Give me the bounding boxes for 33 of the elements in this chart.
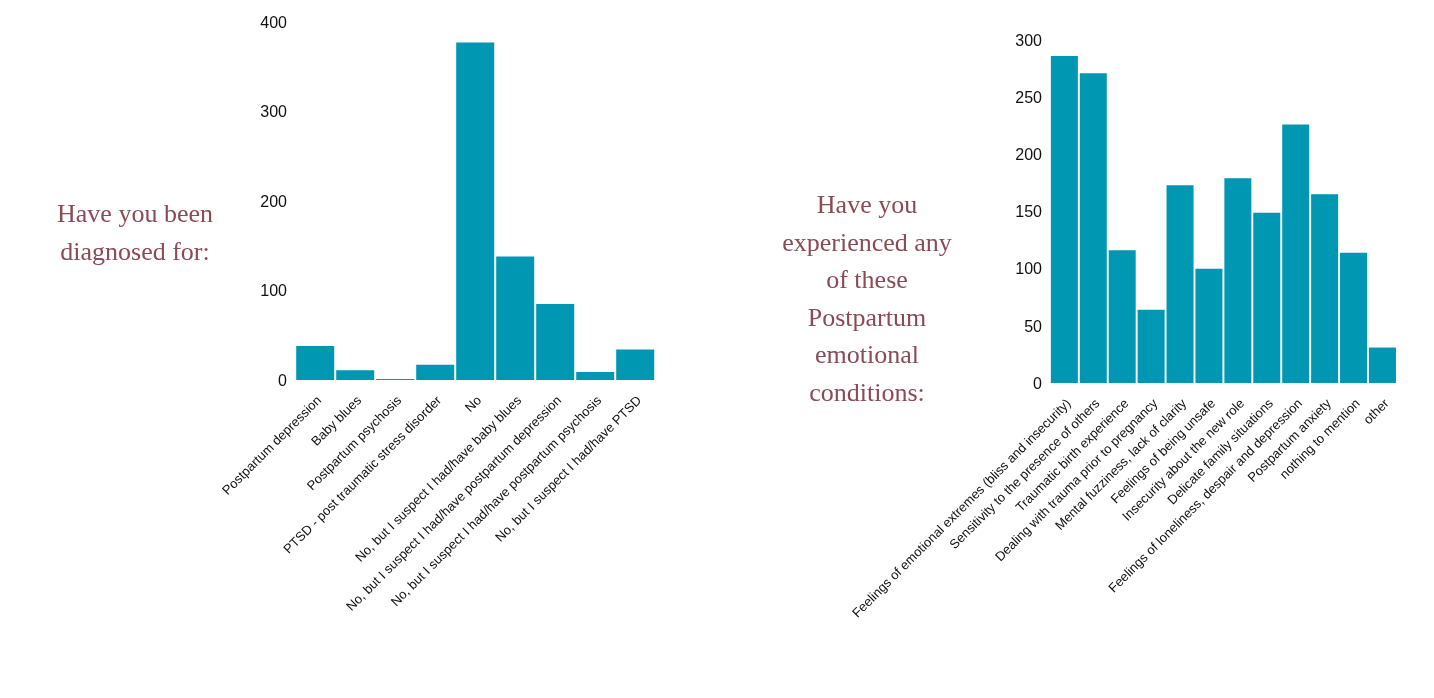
y-tick-label: 250 [1015, 88, 1043, 106]
bar [456, 42, 495, 380]
y-tick-label: 0 [278, 371, 288, 389]
bar [1340, 252, 1368, 383]
y-tick-label: 200 [260, 192, 288, 210]
y-tick-label: 300 [260, 103, 288, 121]
bar [1224, 178, 1252, 383]
y-tick-label: 300 [1015, 31, 1043, 49]
bar [1311, 194, 1339, 383]
bar [336, 370, 375, 380]
bar [576, 371, 615, 380]
bar [496, 256, 535, 380]
x-tick-label: No [461, 392, 485, 415]
text: Have you experienced any of these Postpartum emotional conditions: [782, 190, 952, 407]
bar [1282, 124, 1310, 383]
bar [616, 349, 655, 380]
y-tick-label: 0 [1033, 374, 1043, 392]
bar [536, 303, 575, 380]
y-tick-label: 100 [260, 282, 288, 300]
bar [296, 345, 335, 380]
y-tick-label: 400 [260, 13, 288, 31]
y-tick-label: 200 [1015, 146, 1043, 164]
bar [1368, 347, 1396, 383]
y-tick-label: 100 [1015, 260, 1043, 278]
bar [1253, 212, 1281, 383]
bar [1108, 250, 1136, 383]
bar [1050, 56, 1078, 383]
text: Have you been diagnosed for: [56, 198, 214, 268]
bar [1079, 73, 1107, 383]
y-tick-label: 150 [1015, 203, 1043, 221]
bar [1137, 309, 1165, 383]
bar [416, 364, 455, 380]
y-tick-label: 50 [1024, 317, 1043, 335]
